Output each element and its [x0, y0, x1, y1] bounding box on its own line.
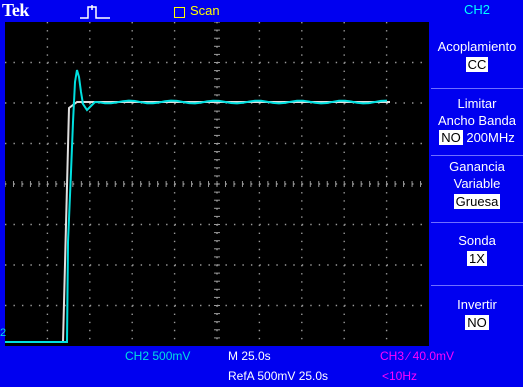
graticule: [5, 22, 429, 346]
gain-label-line2: Variable: [453, 176, 501, 191]
ch2-scale-readout: CH2 500mV: [125, 349, 191, 363]
trigger-pulse-icon: [80, 5, 110, 19]
invert-menu-button[interactable]: Invertir NO: [431, 296, 523, 331]
gain-label-line1: Ganancia: [449, 159, 505, 174]
coupling-label: Acoplamiento: [437, 39, 517, 54]
menu-title: CH2: [463, 2, 490, 17]
acq-mode-label: Scan: [190, 3, 220, 18]
gain-value: Gruesa: [453, 194, 501, 209]
refa-trace: [5, 101, 390, 343]
coupling-menu-button[interactable]: Acoplamiento CC: [431, 38, 523, 73]
probe-value: 1X: [467, 251, 487, 266]
ch2-side-menu: CH2 Acoplamiento CC Limitar Ancho Banda …: [431, 0, 523, 387]
bandwidth-selected-option: NO: [439, 130, 463, 145]
menu-divider: [431, 222, 523, 223]
refa-readout: RefA 500mV 25.0s: [228, 369, 329, 383]
invert-label: Invertir: [457, 297, 497, 312]
bandwidth-label-line1: Limitar: [457, 96, 497, 111]
coupling-value: CC: [465, 57, 489, 72]
bandwidth-label-line2: Ancho Banda: [437, 113, 517, 128]
waveform-display: [5, 22, 429, 346]
ch2-waveform-trace: [5, 69, 388, 343]
probe-label: Sonda: [458, 233, 496, 248]
trigger-readout: CH3 ∕ 40.0mV: [380, 349, 455, 363]
timebase-readout: M 25.0s: [228, 349, 271, 363]
menu-divider: [431, 285, 523, 286]
acq-mode-indicator-icon: [174, 7, 185, 18]
ch2-ground-marker: 2: [0, 327, 7, 339]
menu-divider: [431, 88, 523, 89]
probe-menu-button[interactable]: Sonda 1X: [431, 232, 523, 267]
top-status-bar: Tek Scan: [0, 0, 429, 22]
trigger-frequency-readout: <10Hz: [382, 369, 418, 383]
menu-divider: [431, 155, 523, 156]
brand-logo: Tek: [2, 0, 29, 20]
variable-gain-menu-button[interactable]: Ganancia Variable Gruesa: [431, 158, 523, 210]
bandwidth-limit-menu-button[interactable]: Limitar Ancho Banda NO 200MHz: [431, 95, 523, 146]
bandwidth-other-option: 200MHz: [466, 130, 515, 145]
invert-value: NO: [465, 315, 489, 330]
